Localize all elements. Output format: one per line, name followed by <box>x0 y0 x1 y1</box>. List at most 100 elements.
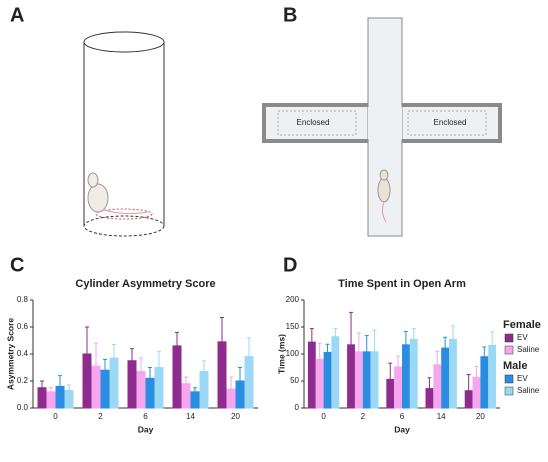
panel-label: A <box>10 4 24 26</box>
bar <box>472 376 481 409</box>
bar <box>370 351 379 409</box>
x-tick-label: 2 <box>361 412 366 421</box>
y-tick-label: 0.4 <box>17 349 29 358</box>
x-tick-label: 20 <box>476 412 485 421</box>
bar <box>480 356 489 409</box>
legend-label: EV <box>517 333 528 342</box>
error-bar <box>184 376 188 384</box>
y-tick-label: 0 <box>295 403 300 412</box>
y-tick-label: 0.8 <box>17 295 29 304</box>
error-bar <box>175 331 179 346</box>
error-bar <box>139 357 143 372</box>
bar <box>37 387 47 409</box>
x-tick-label: 0 <box>53 412 58 421</box>
error-bar <box>466 374 471 391</box>
error-bar <box>403 330 408 345</box>
error-bar <box>396 355 401 367</box>
x-tick-label: 14 <box>437 412 446 421</box>
panel-label: D <box>283 254 297 276</box>
y-tick-label: 150 <box>286 322 300 331</box>
error-bar <box>325 343 330 353</box>
bar <box>347 344 355 409</box>
error-bar <box>94 342 98 367</box>
error-bar <box>193 387 197 392</box>
error-bar <box>40 380 44 388</box>
y-tick-label: 200 <box>286 295 300 304</box>
y-tick-label: 0.2 <box>17 376 29 385</box>
error-bar <box>309 328 314 343</box>
error-bar <box>247 337 251 357</box>
error-bar <box>443 336 448 349</box>
y-axis-label: Asymmetry Score <box>5 318 15 391</box>
bar <box>394 366 403 409</box>
bar <box>55 385 65 409</box>
y-tick-label: 100 <box>286 349 300 358</box>
legend-swatch <box>504 345 514 355</box>
bar <box>109 357 119 409</box>
legend-label: Saline <box>517 345 540 354</box>
legend-swatch <box>504 386 514 396</box>
x-axis-label: Day <box>138 424 154 434</box>
bar <box>100 369 110 409</box>
y-tick-label: 0.0 <box>17 403 29 412</box>
error-bar <box>482 346 487 357</box>
error-bar <box>220 317 224 342</box>
bar <box>181 383 191 409</box>
arm-label: Enclosed <box>434 118 467 127</box>
error-bar <box>238 367 242 381</box>
bar <box>235 380 245 409</box>
bar <box>199 371 209 409</box>
error-bar <box>349 311 354 345</box>
legend-group-title: Female <box>503 319 541 331</box>
error-bar <box>148 367 152 379</box>
x-tick-label: 14 <box>186 412 195 421</box>
chart-title: Cylinder Asymmetry Score <box>75 278 215 290</box>
bar <box>449 338 457 409</box>
bar <box>82 353 92 409</box>
error-bar <box>202 360 206 372</box>
error-bar <box>333 328 338 337</box>
error-bar <box>474 365 479 378</box>
bar <box>362 351 371 409</box>
error-bar <box>450 325 455 340</box>
legend-group-title: Male <box>503 360 527 372</box>
bar <box>464 390 473 409</box>
bar <box>217 341 227 409</box>
y-tick-label: 0.6 <box>17 322 29 331</box>
error-bar <box>356 332 361 352</box>
bar <box>315 358 324 409</box>
error-bar <box>85 326 89 354</box>
x-tick-label: 6 <box>143 412 148 421</box>
y-tick-label: 50 <box>290 376 299 385</box>
error-bar <box>427 377 432 389</box>
bar <box>354 351 363 409</box>
error-bar <box>490 331 495 346</box>
bar <box>190 391 200 409</box>
error-bar <box>435 350 440 365</box>
bar <box>136 371 146 409</box>
error-bar <box>317 342 322 360</box>
error-bar <box>229 376 233 390</box>
bar <box>323 351 332 409</box>
error-bar <box>157 350 161 368</box>
x-tick-label: 6 <box>400 412 405 421</box>
bar <box>488 344 497 409</box>
bar <box>331 336 340 409</box>
bar <box>425 388 434 409</box>
bar <box>46 391 56 409</box>
bar <box>154 367 164 409</box>
error-bar <box>364 335 369 352</box>
error-bar <box>103 358 107 371</box>
bar <box>307 341 316 409</box>
bar <box>409 338 418 409</box>
error-bar <box>58 375 62 387</box>
bar <box>244 356 254 409</box>
arm-label: Enclosed <box>297 118 330 127</box>
bar <box>91 365 101 409</box>
error-bar <box>130 348 134 361</box>
cylinder-illustration <box>83 31 165 237</box>
legend-swatch <box>504 333 514 343</box>
y-axis-label: Time (ms) <box>276 334 286 374</box>
bar <box>127 360 137 409</box>
